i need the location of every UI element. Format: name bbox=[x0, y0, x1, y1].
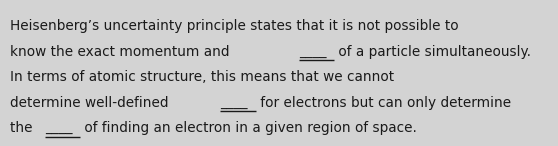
Text: of finding an electron in a given region of space.: of finding an electron in a given region… bbox=[80, 121, 417, 135]
Text: ____: ____ bbox=[45, 121, 72, 135]
Text: Heisenberg’s uncertainty principle states that it is not possible to: Heisenberg’s uncertainty principle state… bbox=[10, 19, 459, 33]
Text: In terms of atomic structure, this means that we cannot: In terms of atomic structure, this means… bbox=[10, 70, 394, 84]
Text: of a particle simultaneously.: of a particle simultaneously. bbox=[334, 45, 531, 59]
Text: determine well-defined: determine well-defined bbox=[10, 96, 173, 110]
Text: for electrons but can only determine: for electrons but can only determine bbox=[256, 96, 511, 110]
Text: the: the bbox=[10, 121, 37, 135]
Text: ____: ____ bbox=[220, 96, 248, 110]
Text: ____: ____ bbox=[299, 45, 326, 59]
Text: know the exact momentum and: know the exact momentum and bbox=[10, 45, 234, 59]
